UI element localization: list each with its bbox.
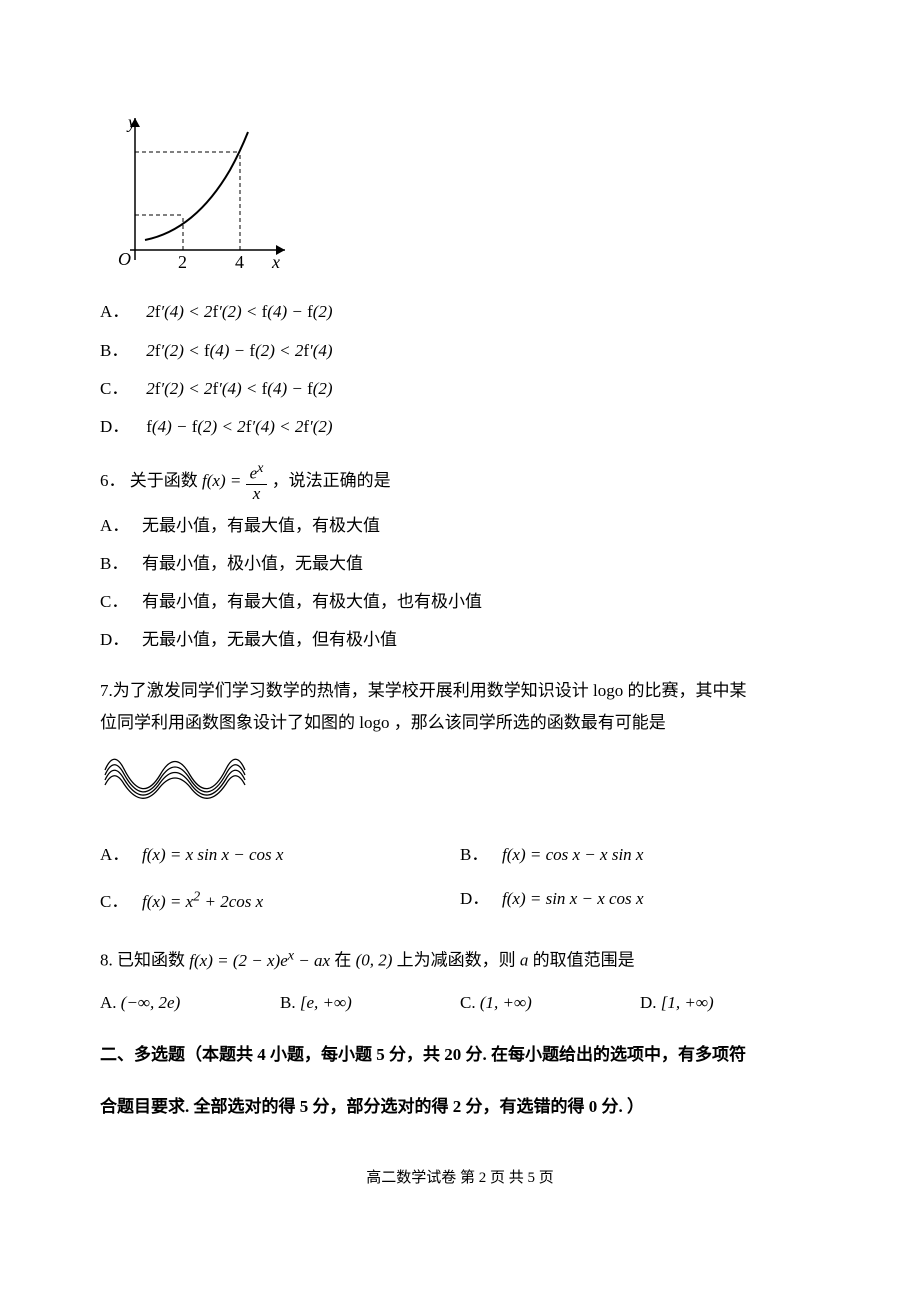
q7-option-d: D．f(x) = sin x − x cos x <box>460 883 820 918</box>
q5-option-b: B． 2f′(2) < f(4) − f(2) < 2f′(4) <box>100 335 820 367</box>
q6-option-d: D．无最小值，无最大值，但有极小值 <box>100 624 820 656</box>
q7-option-b: B．f(x) = cos x − x sin x <box>460 839 820 871</box>
q6-option-c: C．有最小值，有最大值，有极大值，也有极小值 <box>100 586 820 618</box>
q8-pre: 已知函数 <box>117 951 189 970</box>
q5-option-d: D． f(4) − f(2) < 2f′(4) < 2f′(2) <box>100 411 820 443</box>
q7-option-c: C．f(x) = x2 + 2cos x <box>100 883 460 918</box>
q8-option-c: C. (1, +∞) <box>460 987 640 1019</box>
q8-suf: 的取值范围是 <box>533 951 635 970</box>
svg-text:y: y <box>126 112 136 132</box>
q6-option-a: A．无最小值，有最大值，有极大值 <box>100 510 820 542</box>
q8-mid: 在 (0, 2) 上为减函数，则 <box>334 951 520 970</box>
q6-formula: f(x) = ex x <box>202 461 267 503</box>
q5-graph-svg: O 2 4 x y <box>100 110 300 275</box>
q6-stem: 6． 关于函数 f(x) = ex x ，说法正确的是 <box>100 461 820 503</box>
q7-options: A．f(x) = x sin x − cos x B．f(x) = cos x … <box>100 833 820 924</box>
q8-option-d: D. [1, +∞) <box>640 987 820 1019</box>
q8-option-b: B. [e, +∞) <box>280 987 460 1019</box>
svg-text:O: O <box>118 249 131 269</box>
q8-formula: f(x) = (2 − x)ex − ax <box>189 951 330 970</box>
q6-number: 6． <box>100 471 126 490</box>
q7-line2: 位同学利用函数图象设计了如图的 logo ，那么该同学所选的函数最有可能是 <box>100 707 820 739</box>
svg-text:2: 2 <box>178 252 187 272</box>
q7-number: 7. <box>100 681 113 700</box>
q6-stem-suffix: ，说法正确的是 <box>272 471 391 490</box>
q5-graph: O 2 4 x y <box>100 110 820 286</box>
q8-stem: 8. 已知函数 f(x) = (2 − x)ex − ax 在 (0, 2) 上… <box>100 942 820 977</box>
q8-options: A. (−∞, 2e) B. [e, +∞) C. (1, +∞) D. [1,… <box>100 987 820 1019</box>
q8-var: a <box>520 951 529 970</box>
q7-option-a: A．f(x) = x sin x − cos x <box>100 839 460 871</box>
exam-page: O 2 4 x y A． 2f′(4) < 2f′(2) < f(4) − f(… <box>0 0 920 1252</box>
q7-line1: 为了激发同学们学习数学的热情，某学校开展利用数学知识设计 logo 的比赛，其中… <box>113 681 747 700</box>
svg-text:x: x <box>271 252 280 272</box>
q8-number: 8. <box>100 951 113 970</box>
q7-logo <box>100 745 820 826</box>
q8-option-a: A. (−∞, 2e) <box>100 987 280 1019</box>
q5-option-c: C． 2f′(2) < 2f′(4) < f(4) − f(2) <box>100 373 820 405</box>
q7-logo-svg <box>100 745 250 815</box>
q5-option-a: A． 2f′(4) < 2f′(2) < f(4) − f(2) <box>100 296 820 328</box>
q6-stem-prefix: 关于函数 <box>130 471 202 490</box>
q6-option-b: B．有最小值，极小值，无最大值 <box>100 548 820 580</box>
q7-stem: 7.为了激发同学们学习数学的热情，某学校开展利用数学知识设计 logo 的比赛，… <box>100 675 820 707</box>
page-footer: 高二数学试卷 第 2 页 共 5 页 <box>100 1164 820 1193</box>
section2-title-line1: 二、多选题（本题共 4 小题，每小题 5 分，共 20 分. 在每小题给出的选项… <box>100 1039 820 1071</box>
section2-title-line2: 合题目要求. 全部选对的得 5 分，部分选对的得 2 分，有选错的得 0 分. … <box>100 1091 820 1123</box>
svg-text:4: 4 <box>235 252 244 272</box>
